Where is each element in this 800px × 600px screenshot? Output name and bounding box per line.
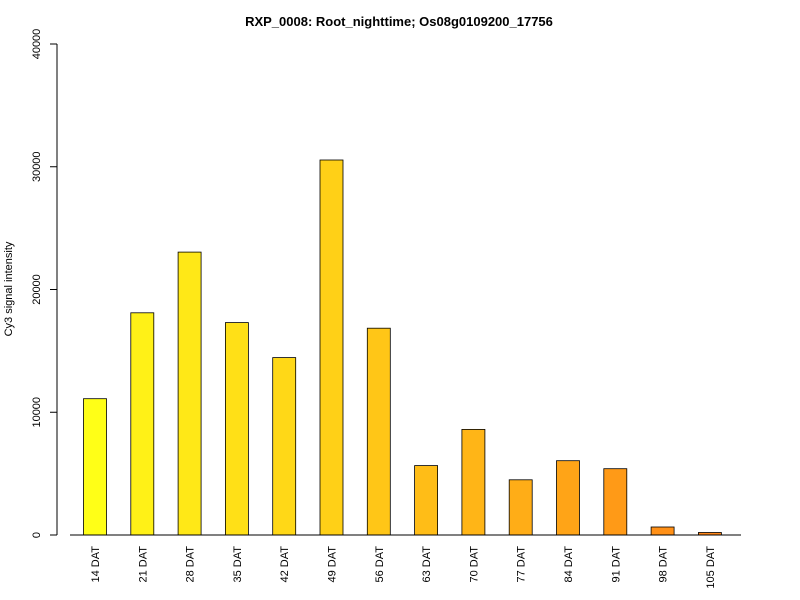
x-tick-label: 35 DAT	[232, 546, 244, 583]
y-tick-label: 40000	[31, 29, 43, 60]
bar	[556, 460, 580, 536]
x-tick-label: 14 DAT	[90, 546, 102, 583]
bar	[414, 465, 439, 536]
bar	[366, 327, 391, 536]
y-tick-label: 10000	[31, 397, 43, 428]
bar	[83, 398, 107, 536]
bar	[650, 526, 675, 536]
bar	[508, 479, 533, 536]
x-tick-label: 105 DAT	[705, 546, 717, 589]
x-tick-label: 70 DAT	[468, 546, 480, 583]
bar	[177, 251, 202, 536]
y-axis-label: Cy3 signal intensity	[3, 241, 15, 336]
x-tick-label: 49 DAT	[327, 546, 339, 583]
x-tick-label: 84 DAT	[563, 546, 575, 583]
x-tick-label: 28 DAT	[185, 546, 197, 583]
x-tick-label: 63 DAT	[421, 546, 433, 583]
bar	[461, 428, 486, 536]
bars-group	[83, 159, 722, 536]
x-tick-label: 21 DAT	[137, 546, 149, 583]
x-tick-label: 98 DAT	[658, 546, 670, 583]
x-tick-label: 91 DAT	[610, 546, 622, 583]
bar	[224, 322, 249, 536]
bar	[272, 357, 297, 536]
y-tick-label: 0	[31, 532, 43, 538]
bar	[603, 468, 628, 536]
y-axis: 0 10000 20000 30000 40000	[31, 29, 58, 538]
y-tick-label: 30000	[31, 151, 43, 182]
y-tick-label: 20000	[31, 274, 43, 305]
x-tick-labels: 14 DAT 21 DAT 28 DAT 35 DAT 42 DAT 49 DAT 56 D…	[90, 546, 717, 589]
bar	[130, 312, 155, 536]
chart-title: RXP_0008: Root_nighttime; Os08g0109200_1…	[245, 14, 553, 29]
bar	[319, 159, 344, 536]
x-tick-label: 77 DAT	[516, 546, 528, 583]
x-tick-label: 42 DAT	[279, 546, 291, 583]
x-tick-label: 56 DAT	[374, 546, 386, 583]
